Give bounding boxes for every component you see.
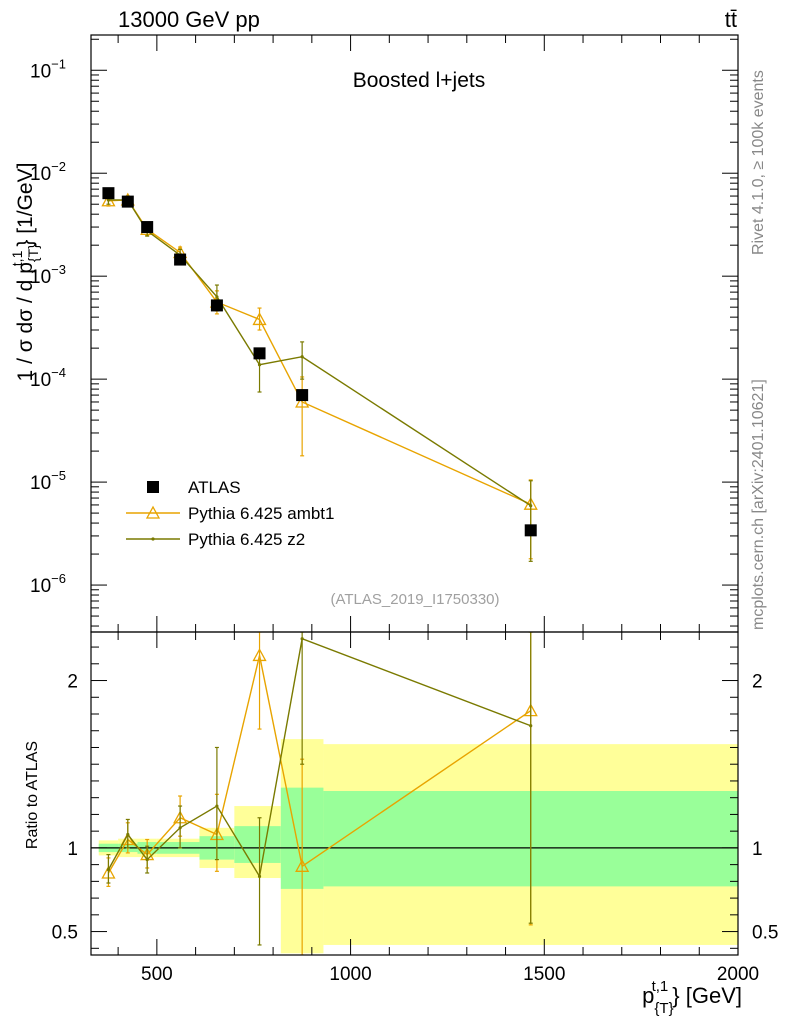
data-point	[252, 312, 267, 326]
x-tick-label: 1000	[329, 964, 371, 985]
ratio-band-inner	[234, 826, 281, 863]
x-tick-label: 500	[141, 964, 173, 985]
ratio-point	[252, 648, 267, 662]
ratio-tick-label: 2	[67, 672, 78, 693]
y-tick-label: 10−5	[30, 468, 66, 494]
ratio-point	[145, 858, 149, 862]
data-point	[296, 389, 309, 402]
ratio-tick-label-right: 1	[752, 839, 763, 860]
ratio-data-layer	[101, 632, 538, 955]
ratio-series-line	[107, 655, 532, 874]
mcplots-label: mcplots.cern.ch [arXiv:2401.10621]	[750, 379, 767, 630]
data-point	[524, 524, 537, 537]
ratio-point	[126, 832, 130, 837]
data-point	[141, 221, 154, 234]
y-tick-base: 10	[30, 164, 51, 185]
header-process-label: tt̄	[725, 7, 737, 32]
main-y-axis-label: 1 / σ dσ / d p{T}t,1} [1/GeV]	[9, 163, 41, 382]
ratio-tick-label-right: 2	[752, 672, 763, 693]
ratio-point	[529, 724, 533, 728]
data-point	[529, 504, 533, 508]
data-point	[121, 195, 134, 208]
legend-marker	[147, 481, 159, 493]
ratio-series-pythia-6-425-z2	[106, 632, 533, 946]
ratio-point	[178, 826, 182, 830]
ratio-point	[295, 858, 310, 872]
series-line	[108, 199, 532, 505]
ratio-uncertainty-bands	[91, 739, 738, 954]
y-tick-exponent: −2	[51, 159, 66, 174]
rivet-version-label: Rivet 4.1.0, ≥ 100k events	[750, 70, 767, 255]
y-tick-label: 10−3	[30, 262, 66, 288]
x-tick-label: 2000	[717, 964, 759, 985]
legend: ATLAS Pythia 6.425 ambt1 Pythia 6.425 z2	[126, 478, 334, 549]
main-ticks: 10−610−510−410−310−210−1	[30, 35, 739, 632]
data-point	[300, 355, 304, 359]
y-tick-label: 10−4	[30, 365, 66, 391]
y-tick-exponent: −6	[51, 571, 66, 586]
data-point	[253, 347, 266, 360]
data-point	[102, 187, 115, 200]
data-point	[210, 299, 223, 312]
analysis-id-label: (ATLAS_2019_I1750330)	[330, 591, 499, 608]
y-tick-exponent: −4	[51, 365, 66, 380]
ratio-panel-frame	[90, 631, 739, 956]
legend-marker	[145, 505, 161, 519]
main-data-layer	[101, 187, 538, 562]
chart-title: Boosted l+jets	[353, 69, 486, 92]
y-tick-base: 10	[30, 473, 51, 494]
legend-label: Pythia 6.425 ambt1	[188, 504, 334, 523]
legend-marker	[151, 537, 155, 541]
legend-label: ATLAS	[188, 478, 241, 497]
y-tick-base: 10	[30, 576, 51, 597]
y-tick-label: 10−6	[30, 571, 66, 597]
y-tick-base: 10	[30, 61, 51, 82]
legend-label: Pythia 6.425 z2	[188, 530, 305, 549]
ratio-ticks: 500 1000 1500 2000 0.5 0.5 1 1 2 2	[52, 632, 778, 985]
data-point	[174, 253, 187, 266]
y-tick-exponent: −1	[51, 56, 66, 71]
ratio-point	[215, 804, 219, 808]
ratio-tick-label: 1	[67, 839, 78, 860]
y-tick-exponent: −3	[51, 262, 66, 277]
y-tick-base: 10	[30, 267, 51, 288]
ratio-series-line	[107, 637, 531, 879]
series-atlas	[102, 187, 537, 537]
y-tick-base: 10	[30, 370, 51, 391]
y-tick-label: 10−2	[30, 159, 66, 185]
x-tick-label: 1500	[523, 964, 565, 985]
main-panel: 10−610−510−410−310−210−1 Boosted l+jets …	[30, 34, 739, 633]
y-tick-label: 10−1	[30, 56, 66, 82]
ratio-tick-label-right: 0.5	[752, 923, 778, 944]
header-energy-label: 13000 GeV pp	[118, 7, 260, 32]
ratio-point	[106, 868, 111, 872]
y-tick-exponent: −5	[51, 468, 66, 483]
data-point	[215, 295, 219, 299]
data-point	[295, 394, 310, 408]
x-axis-label: p{T}t,1} [GeV]	[642, 978, 742, 1017]
data-point	[257, 363, 262, 367]
ratio-tick-label: 0.5	[52, 923, 78, 944]
ratio-point	[300, 637, 304, 641]
ratio-y-axis-label: Ratio to ATLAS	[24, 741, 41, 849]
ratio-point	[257, 874, 262, 878]
ratio-panel: 500 1000 1500 2000 0.5 0.5 1 1 2 2	[52, 631, 778, 985]
